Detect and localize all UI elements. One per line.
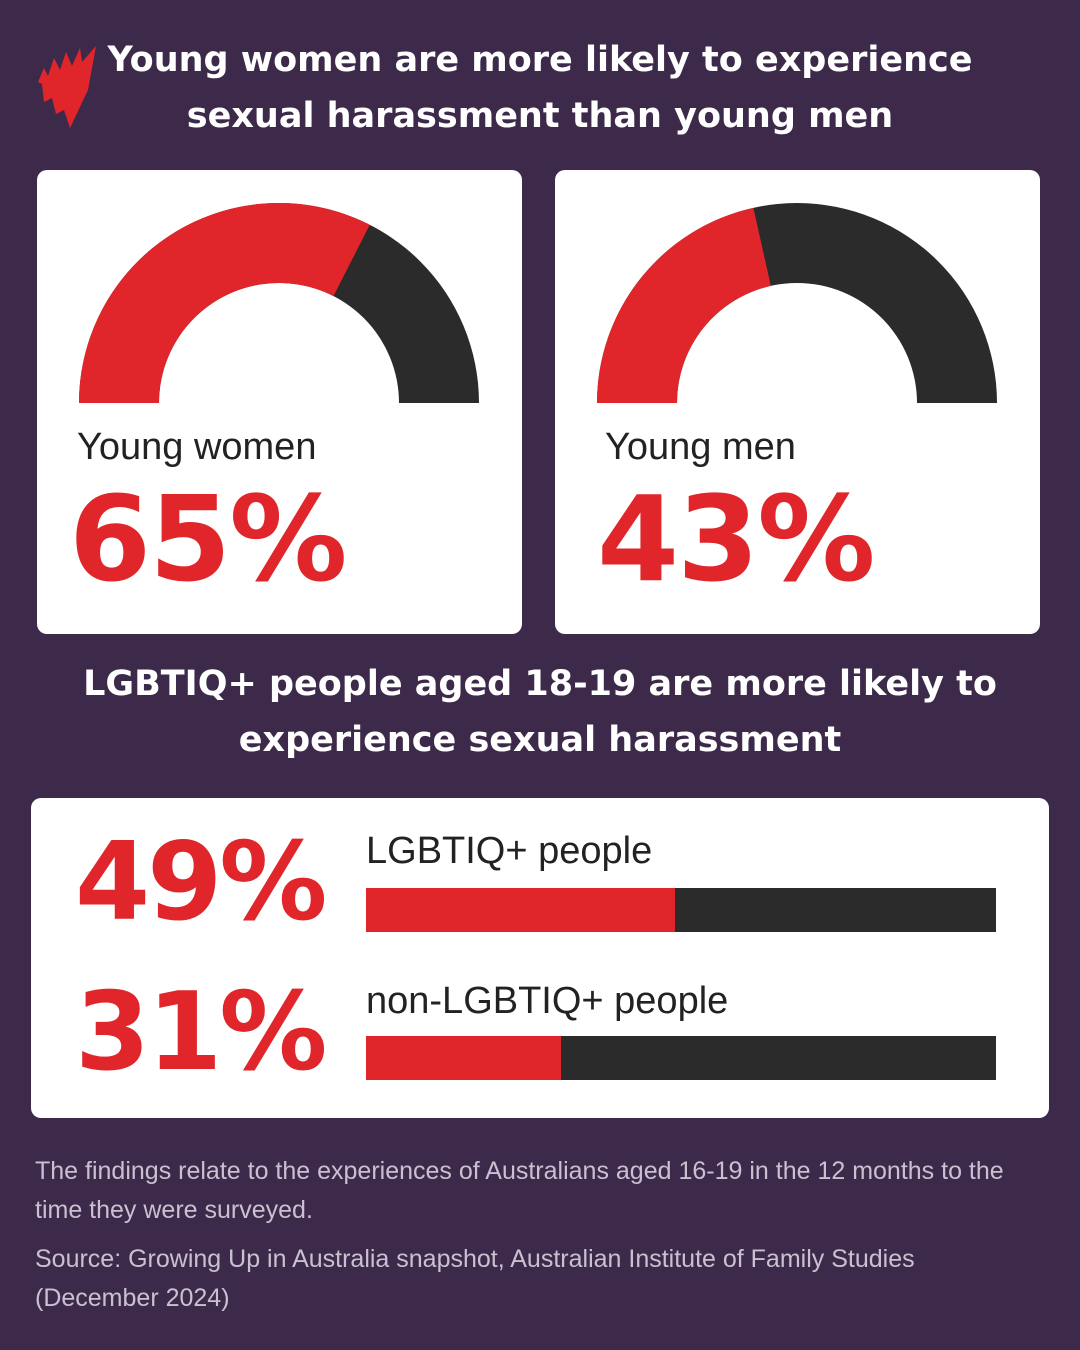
bar-fill [366,1036,562,1080]
gauge-fill [79,202,370,403]
gauge-value: 43% [597,470,875,608]
headline-gender: Young women are more likely to experienc… [107,40,973,136]
footnote: The findings relate to the experiences o… [35,1157,1004,1224]
bar-track [366,1036,996,1080]
bar-fill [366,888,675,932]
headline-lgbtiq: LGBTIQ+ people aged 18-19 are more likel… [83,664,997,760]
bar-label: LGBTIQ+ people [366,830,653,872]
gauge-fill [597,207,771,403]
gauge-label: Young men [605,426,796,468]
gauge-card-young-women: Young women 65% [37,170,522,634]
gauge-young-men [597,203,997,403]
bar-value: 49% [75,820,328,945]
gauge-card-young-men: Young men 43% [555,170,1040,634]
sbs-logo-icon [38,46,96,128]
bar-value: 31% [75,970,328,1095]
bar-label: non-LGBTIQ+ people [366,980,729,1022]
bar-card: 49% LGBTIQ+ people 31% non-LGBTIQ+ peopl… [31,798,1049,1118]
bar-track [366,888,996,932]
source: Source: Growing Up in Australia snapshot… [35,1245,915,1312]
gauge-value: 65% [69,470,347,608]
gauge-young-women [79,202,479,403]
gauge-label: Young women [77,426,317,468]
